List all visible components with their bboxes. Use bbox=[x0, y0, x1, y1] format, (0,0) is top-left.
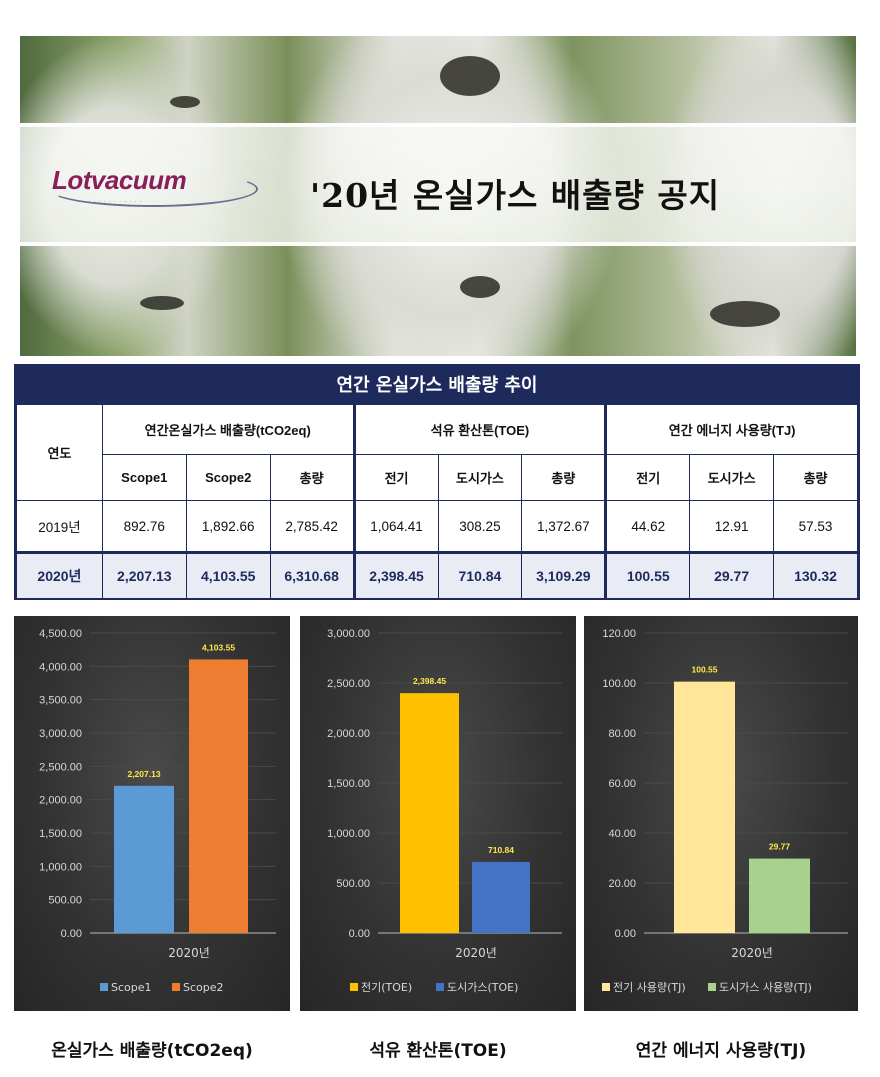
y-tick-label: 500.00 bbox=[336, 878, 370, 890]
subheader: 전기 bbox=[604, 454, 691, 501]
chart-caption-toe: 석유 환산톤(TOE) bbox=[369, 1041, 507, 1061]
y-tick-label: 3,000.00 bbox=[327, 628, 370, 640]
y-tick-label: 80.00 bbox=[608, 728, 636, 740]
y-tick-label: 2,500.00 bbox=[39, 761, 82, 773]
chart-caption-ghg: 온실가스 배출량(tCO2eq) bbox=[51, 1041, 253, 1061]
subheader: Scope1 bbox=[101, 454, 187, 501]
legend-swatch bbox=[350, 983, 358, 991]
chart-toe: 0.00 500.00 1,000.00 1,500.00 2,000.00 2,500.… bbox=[300, 616, 576, 1011]
legend-label: Scope2 bbox=[183, 981, 224, 994]
cell: 44.62 bbox=[604, 500, 691, 553]
x-category-label: 2020년 bbox=[731, 946, 773, 960]
y-tick-label: 20.00 bbox=[608, 878, 636, 890]
data-label: 4,103.55 bbox=[202, 642, 235, 652]
banner-image: Lotvacuum · · · · · · · · · · · · · '20년… bbox=[20, 36, 856, 356]
cell: 12.91 bbox=[689, 500, 775, 553]
bar bbox=[472, 861, 530, 933]
data-label: 710.84 bbox=[488, 845, 514, 855]
cell: 100.55 bbox=[604, 552, 691, 599]
y-tick-label: 120.00 bbox=[602, 628, 636, 640]
row-year: 2019년 bbox=[16, 500, 103, 553]
y-tick-label: 0.00 bbox=[349, 928, 370, 940]
bar bbox=[674, 681, 735, 933]
legend-swatch bbox=[708, 983, 716, 991]
y-tick-label: 2,500.00 bbox=[327, 678, 370, 690]
cell: 1,892.66 bbox=[185, 500, 271, 553]
y-tick-label: 3,000.00 bbox=[39, 728, 82, 740]
bar bbox=[400, 693, 459, 933]
cell: 57.53 bbox=[773, 500, 858, 553]
cell: 2,398.45 bbox=[352, 552, 439, 599]
cell: 2,785.42 bbox=[269, 500, 355, 553]
legend-swatch bbox=[100, 983, 108, 991]
group-header-tj: 연간 에너지 사용량(TJ) bbox=[604, 404, 858, 455]
y-tick-label: 100.00 bbox=[602, 678, 636, 690]
data-label: 2,398.45 bbox=[413, 676, 446, 686]
legend-swatch bbox=[602, 983, 610, 991]
subheader: 총량 bbox=[521, 454, 607, 501]
cell: 308.25 bbox=[437, 500, 523, 553]
chart-energy-tj: 0.00 20.00 40.00 60.00 80.00 100.00 120.00 100.… bbox=[584, 616, 858, 1011]
y-tick-label: 40.00 bbox=[608, 828, 636, 840]
table-row: 2020년 2,207.13 4,103.55 6,310.68 2,398.4… bbox=[16, 552, 858, 599]
y-tick-label: 2,000.00 bbox=[327, 728, 370, 740]
data-label: 100.55 bbox=[692, 665, 718, 675]
subheader: 도시가스 bbox=[689, 454, 775, 501]
chart-caption-tj: 연간 에너지 사용량(TJ) bbox=[635, 1041, 807, 1061]
y-tick-label: 1,500.00 bbox=[327, 778, 370, 790]
y-tick-label: 60.00 bbox=[608, 778, 636, 790]
y-tick-label: 0.00 bbox=[61, 928, 82, 940]
bar bbox=[189, 659, 248, 933]
cell: 6,310.68 bbox=[269, 552, 355, 599]
banner-title: '20년 온실가스 배출량 공지 bbox=[310, 176, 721, 215]
cell: 4,103.55 bbox=[185, 552, 271, 599]
x-category-label: 2020년 bbox=[168, 946, 210, 960]
y-tick-label: 3,500.00 bbox=[39, 695, 82, 707]
y-tick-label: 500.00 bbox=[48, 895, 82, 907]
cell: 1,064.41 bbox=[352, 500, 439, 553]
chart-ghg-emissions: 0.00 500.00 1,000.00 1,500.00 2,000.00 2,500.… bbox=[14, 616, 290, 1011]
y-tick-label: 1,000.00 bbox=[39, 861, 82, 873]
banner-title-strip: Lotvacuum · · · · · · · · · · · · · '20년… bbox=[20, 123, 856, 246]
cell: 892.76 bbox=[101, 500, 187, 553]
data-label: 29.77 bbox=[769, 842, 791, 852]
cell: 710.84 bbox=[437, 552, 523, 599]
legend-label: 도시가스(TOE) bbox=[447, 981, 518, 994]
y-tick-label: 4,000.00 bbox=[39, 661, 82, 673]
bar bbox=[114, 785, 174, 933]
cell: 3,109.29 bbox=[521, 552, 607, 599]
subheader: 총량 bbox=[269, 454, 355, 501]
cell: 29.77 bbox=[689, 552, 775, 599]
year-header: 연도 bbox=[16, 404, 103, 501]
legend-label: 도시가스 사용량(TJ) bbox=[719, 981, 812, 994]
subheader: 총량 bbox=[773, 454, 858, 501]
group-header-ghg: 연간온실가스 배출량(tCO2eq) bbox=[101, 404, 355, 455]
group-header-toe: 석유 환산톤(TOE) bbox=[352, 404, 607, 455]
subheader: Scope2 bbox=[185, 454, 271, 501]
y-tick-label: 2,000.00 bbox=[39, 795, 82, 807]
legend-label: 전기 사용량(TJ) bbox=[613, 981, 686, 994]
subheader: 전기 bbox=[352, 454, 439, 501]
table-row: 2019년 892.76 1,892.66 2,785.42 1,064.41 … bbox=[16, 500, 858, 553]
bar bbox=[749, 858, 810, 933]
legend-label: 전기(TOE) bbox=[361, 981, 412, 994]
y-tick-label: 4,500.00 bbox=[39, 628, 82, 640]
emissions-table: 연간 온실가스 배출량 추이 연도 연간온실가스 배출량(tCO2eq) 석유 … bbox=[14, 364, 860, 600]
y-tick-label: 1,000.00 bbox=[327, 828, 370, 840]
cell: 1,372.67 bbox=[521, 500, 607, 553]
y-tick-label: 1,500.00 bbox=[39, 828, 82, 840]
legend-swatch bbox=[172, 983, 180, 991]
legend-label: Scope1 bbox=[111, 981, 152, 994]
legend-swatch bbox=[436, 983, 444, 991]
cell: 2,207.13 bbox=[101, 552, 187, 599]
lotvacuum-logo: Lotvacuum · · · · · · · · · · · · · bbox=[48, 165, 268, 217]
row-year: 2020년 bbox=[16, 552, 103, 599]
y-tick-label: 0.00 bbox=[615, 928, 636, 940]
data-label: 2,207.13 bbox=[127, 769, 160, 779]
table-title: 연간 온실가스 배출량 추이 bbox=[16, 366, 858, 404]
cell: 130.32 bbox=[773, 552, 858, 599]
x-category-label: 2020년 bbox=[455, 946, 497, 960]
subheader: 도시가스 bbox=[437, 454, 523, 501]
